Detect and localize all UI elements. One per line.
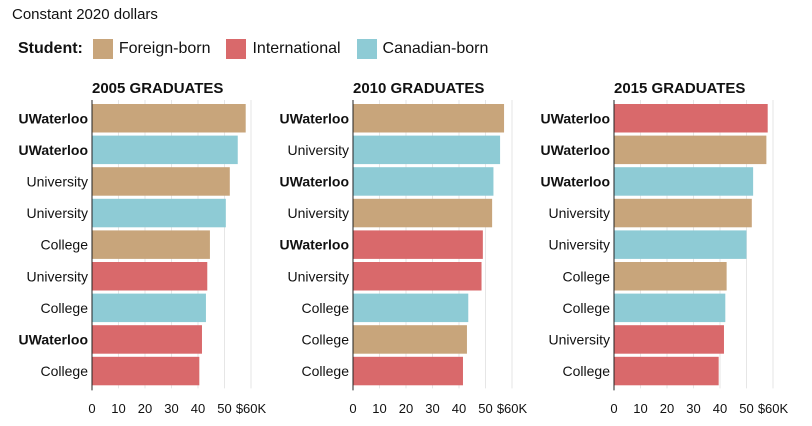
x-tick-label: 40: [713, 401, 727, 416]
bar: [353, 325, 467, 354]
bar-category-label: University: [27, 268, 88, 284]
legend-item-canadian-born: Canadian-born: [356, 39, 489, 59]
bar: [614, 325, 724, 354]
legend-label-canadian-born: Canadian-born: [382, 40, 489, 57]
bar: [353, 262, 482, 291]
bar-category-label: UWaterloo: [541, 110, 610, 126]
bar-category-label: University: [27, 173, 88, 189]
bar-category-label: University: [288, 268, 349, 284]
bar: [92, 325, 202, 354]
bar: [614, 262, 727, 291]
legend-swatch-international: [226, 39, 247, 59]
bar: [614, 356, 719, 386]
legend-item-international: International: [226, 39, 341, 59]
bar-category-label: College: [302, 300, 350, 316]
bar: [353, 135, 501, 165]
bar-category-label: UWaterloo: [280, 237, 349, 253]
bar-category-label: College: [302, 331, 350, 347]
bar-category-label: University: [549, 331, 610, 347]
x-tick-label: 30: [425, 401, 439, 416]
bar-category-label: University: [288, 205, 349, 221]
bar-category-label: College: [563, 268, 611, 284]
bar: [353, 293, 469, 323]
bar-category-label: University: [549, 237, 610, 253]
panel-title: 2010 GRADUATES: [353, 80, 484, 97]
x-tick-label: 20: [399, 401, 413, 416]
x-tick-label: 20: [660, 401, 674, 416]
bar: [614, 167, 754, 196]
bar-category-label: UWaterloo: [280, 110, 349, 126]
bar: [353, 230, 483, 259]
x-tick-label: 50: [478, 401, 492, 416]
x-tick-label: 0: [610, 401, 617, 416]
bar: [92, 135, 238, 165]
x-tick-label: 20: [138, 401, 152, 416]
panel-title: 2015 GRADUATES: [614, 80, 745, 97]
x-tick-label: 40: [191, 401, 205, 416]
bar-category-label: College: [563, 300, 611, 316]
bar-category-label: University: [27, 205, 88, 221]
bar: [614, 135, 767, 165]
x-tick-label: $60K: [758, 401, 789, 416]
x-tick-label: 30: [164, 401, 178, 416]
bar: [92, 262, 208, 291]
bar: [92, 230, 210, 259]
bar: [92, 167, 230, 196]
bar: [353, 104, 505, 133]
legend-label-international: International: [252, 40, 341, 57]
x-tick-label: 30: [686, 401, 700, 416]
bar: [614, 104, 768, 133]
bar-category-label: College: [41, 363, 89, 379]
x-tick-label: 0: [349, 401, 356, 416]
x-tick-label: 10: [372, 401, 386, 416]
legend-swatch-foreign-born: [92, 39, 113, 59]
bar-category-label: UWaterloo: [280, 173, 349, 189]
legend-label-foreign-born: Foreign-born: [118, 40, 211, 57]
bar-category-label: College: [41, 237, 89, 253]
bar-category-label: College: [41, 300, 89, 316]
legend-title: Student:: [18, 40, 83, 57]
legend-item-foreign-born: Foreign-born: [92, 39, 211, 59]
bar: [353, 198, 493, 228]
legend: Student: Foreign-born International Cana…: [18, 38, 504, 60]
legend-swatch-canadian-born: [356, 39, 377, 59]
bar: [92, 293, 206, 323]
bar: [353, 167, 494, 196]
bar-category-label: University: [549, 205, 610, 221]
bar-category-label: University: [288, 142, 349, 158]
x-tick-label: 0: [88, 401, 95, 416]
bar-category-label: UWaterloo: [541, 142, 610, 158]
bar: [353, 356, 463, 386]
bar: [92, 356, 200, 386]
bar-category-label: College: [302, 363, 350, 379]
bar: [614, 293, 726, 323]
bar: [92, 104, 246, 133]
bar: [92, 198, 226, 228]
x-tick-label: 50: [217, 401, 231, 416]
x-tick-label: $60K: [236, 401, 267, 416]
bar: [614, 198, 752, 228]
chart-subtitle: Constant 2020 dollars: [12, 6, 158, 23]
bar-category-label: UWaterloo: [541, 173, 610, 189]
bar-category-label: UWaterloo: [19, 110, 88, 126]
bar-category-label: College: [563, 363, 611, 379]
x-tick-label: $60K: [497, 401, 528, 416]
x-tick-label: 10: [633, 401, 647, 416]
x-tick-label: 10: [111, 401, 125, 416]
x-tick-label: 40: [452, 401, 466, 416]
x-tick-label: 50: [739, 401, 753, 416]
panel-title: 2005 GRADUATES: [92, 80, 223, 97]
bar-category-label: UWaterloo: [19, 142, 88, 158]
bar: [614, 230, 747, 259]
bar-category-label: UWaterloo: [19, 331, 88, 347]
